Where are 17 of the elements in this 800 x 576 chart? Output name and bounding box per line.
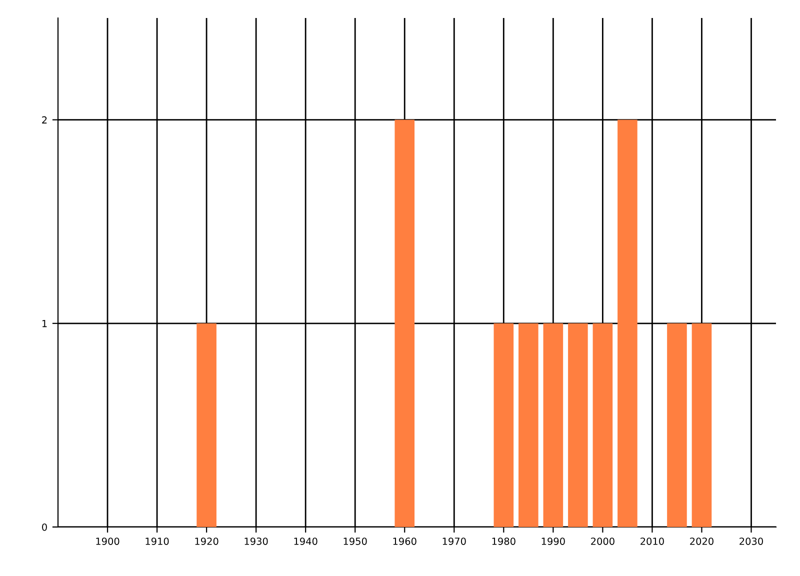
x-tick-label: 1970 — [442, 538, 466, 545]
y-tick-label: 1 — [42, 320, 47, 328]
x-tick-label: 2020 — [690, 538, 714, 545]
y-tick-label: 2 — [42, 116, 47, 124]
x-tick-label: 2000 — [591, 538, 614, 545]
x-tick-label: 1900 — [96, 538, 120, 545]
x-tick-label: 1990 — [542, 538, 565, 545]
x-tick-label: 2010 — [640, 538, 664, 545]
x-tick-label: 1980 — [492, 538, 516, 545]
x-tick-label: 1950 — [344, 538, 367, 545]
x-tick-label: 1940 — [294, 538, 318, 545]
x-tick-label: 1920 — [195, 538, 218, 545]
x-tick-label: 1930 — [244, 538, 268, 545]
x-tick-label: 1910 — [146, 538, 169, 545]
x-tick-label: 1960 — [393, 538, 416, 545]
y-tick-label: 0 — [42, 523, 47, 531]
x-tick-label: 2030 — [740, 538, 763, 545]
